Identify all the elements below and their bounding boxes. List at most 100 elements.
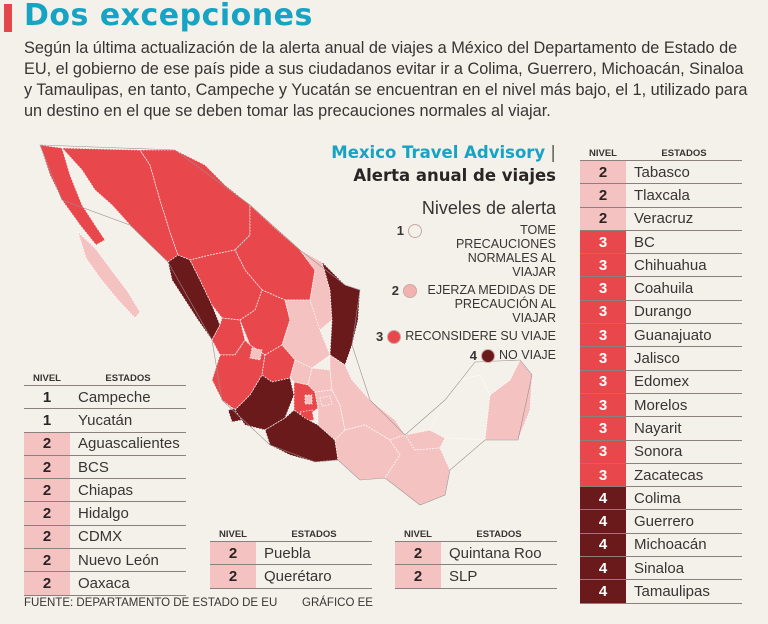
legend-num: 3 (376, 329, 384, 344)
level-cell: 2 (24, 479, 70, 502)
lead-paragraph: Según la última actualización de la aler… (24, 39, 748, 120)
table-row: 2 Quintana Roo (395, 542, 557, 566)
state-hidalgo (307, 367, 333, 393)
level-cell: 4 (580, 487, 626, 510)
level-cell: 2 (580, 207, 626, 230)
state-cell: Colima (634, 489, 681, 507)
state-cell: Coahuila (634, 280, 694, 298)
state-cell: Hidalgo (78, 505, 129, 523)
table-row: 3 Chihuahua (580, 254, 742, 278)
table-header: NIVEL ESTADOS (395, 527, 557, 542)
state-cell: Puebla (264, 544, 311, 562)
level-cell: 2 (210, 565, 256, 588)
legend-num: 4 (469, 348, 478, 363)
state-campeche (429, 374, 491, 441)
table-header: NIVEL ESTADOS (210, 527, 372, 542)
level-cell: 4 (580, 580, 626, 603)
state-cell: Guerrero (634, 513, 695, 531)
state-cell: Tabasco (634, 163, 690, 181)
legend-item-1: 1 TOME PRECAUCIONES NORMALES AL VIAJAR (376, 223, 556, 279)
title-accent-bar (4, 4, 12, 32)
level-cell: 2 (24, 502, 70, 525)
state-tlaxcala (319, 395, 333, 407)
level-cell: 3 (580, 230, 626, 254)
state-cell: Morelos (634, 396, 688, 414)
table-row: 3 Nayarit (580, 417, 742, 441)
state-durango (189, 249, 263, 321)
table-right: NIVEL ESTADOS 2 Tabasco 2 Tlaxcala 2 Veracruz… (580, 146, 742, 604)
level-cell: 3 (580, 440, 626, 463)
header-nivel: NIVEL (33, 372, 61, 384)
table-row: 2 Tabasco (580, 161, 742, 185)
state-cell: Tamaulipas (634, 582, 710, 600)
table-row: 2 BCS (24, 455, 186, 480)
legend-title: Niveles de alerta (421, 198, 556, 218)
level-cell: 2 (24, 525, 70, 549)
state-cell: Sinaloa (634, 559, 685, 577)
state-cell: Veracruz (634, 210, 694, 228)
map-legend: Niveles de alerta 1 TOME PRECAUCIONES NO… (376, 198, 556, 367)
state-bcs (77, 230, 141, 319)
table-header: NIVEL ESTADOS (24, 371, 186, 386)
level-cell: 4 (580, 533, 626, 557)
level-cell: 3 (580, 347, 626, 370)
table-row: 3 Jalisco (580, 347, 742, 371)
legend-label: TOME PRECAUCIONES NORMALES AL VIAJAR (455, 223, 556, 279)
level-cell: 3 (580, 463, 626, 487)
footer-source: FUENTE: DEPARTAMENTO DE ESTADO DE EU (24, 597, 278, 609)
state-cell: Oaxaca (78, 575, 130, 593)
table-right-small: NIVEL ESTADOS 2 Quintana Roo 2 SLP (395, 527, 557, 589)
legend-label: RECONSIDERE SU VIAJE (405, 329, 556, 343)
state-cell: Guanajuato (634, 326, 712, 344)
legend-item-4: 4 NO VIAJE (376, 348, 556, 363)
table-row: 3 Morelos (580, 393, 742, 418)
header-estados: ESTADOS (661, 147, 707, 159)
header-nivel: NIVEL (589, 147, 617, 159)
level-cell: 4 (580, 510, 626, 533)
state-cell: Zacatecas (634, 466, 704, 484)
table-row: 2 CDMX (24, 525, 186, 550)
state-cell: SLP (449, 567, 478, 585)
page-title: Dos excepciones (24, 0, 313, 33)
level-cell: 3 (580, 254, 626, 277)
state-cell: Querétaro (264, 567, 332, 585)
level-cell: 3 (580, 393, 626, 417)
legend-swatch (408, 224, 422, 238)
state-cell: Sonora (634, 443, 683, 461)
table-row: 3 Zacatecas (580, 463, 742, 488)
header-estados: ESTADOS (105, 372, 151, 384)
state-cell: Tlaxcala (634, 186, 690, 204)
state-cell: Campeche (78, 388, 151, 406)
level-cell: 3 (580, 300, 626, 324)
state-cell: Edomex (634, 373, 690, 391)
table-row: 2 Aguascalientes (24, 432, 186, 456)
level-cell: 3 (580, 324, 626, 347)
table-row: 3 Durango (580, 300, 742, 325)
legend-num: 2 (391, 283, 399, 298)
table-row: 2 Puebla (210, 542, 372, 566)
table-row: 4 Michoacán (580, 533, 742, 558)
legend-swatch (481, 349, 496, 363)
table-row: 2 Veracruz (580, 207, 742, 231)
legend-swatch (387, 330, 402, 344)
table-row: 2 Hidalgo (24, 502, 186, 526)
state-cell: BC (634, 233, 655, 251)
table-row: 4 Tamaulipas (580, 580, 742, 604)
state-bc (39, 144, 106, 246)
footer-credit: GRÁFICO EE (302, 597, 373, 609)
legend-label: EJERZA MEDIDAS DE PRECAUCIÓN AL VIAJAR (427, 283, 557, 325)
header-estados: ESTADOS (291, 528, 337, 540)
legend-num: 1 (396, 223, 404, 238)
state-cell: Michoacán (634, 536, 707, 554)
brand-spanish: Alerta anual de viajes (353, 166, 556, 185)
legend-item-3: 3 RECONSIDERE SU VIAJE (376, 329, 556, 344)
level-cell: 2 (580, 184, 626, 207)
table-row: 4 Sinaloa (580, 557, 742, 581)
brand-block: Mexico Travel Advisory | Alerta anual de… (331, 143, 556, 185)
state-cell: Chihuahua (634, 256, 707, 274)
table-row: 2 Querétaro (210, 565, 372, 589)
table-row: 3 BC (580, 230, 742, 255)
table-row: 4 Colima (580, 487, 742, 511)
level-cell: 3 (580, 277, 626, 300)
